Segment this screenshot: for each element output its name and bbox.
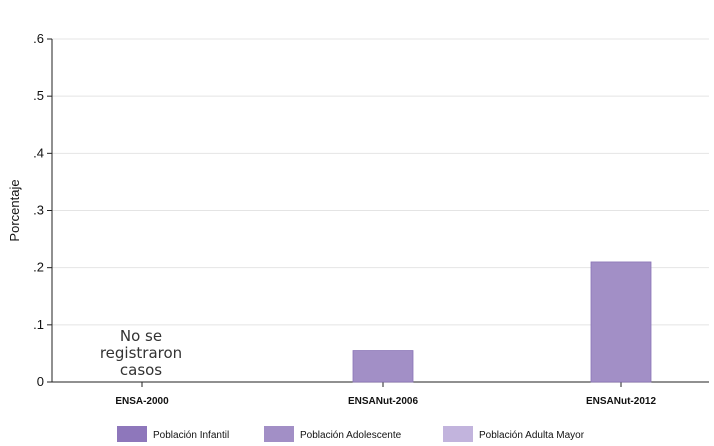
y-tick-label: .4 [33,145,44,160]
x-tick-label: ENSA-2000 [115,396,169,407]
legend-swatch [117,426,147,442]
legend-swatch [264,426,294,442]
y-axis-title: Porcentaje [7,179,22,241]
y-tick-label: .2 [33,260,44,275]
y-tick-label: 0 [37,374,44,389]
legend: Población Infantil Población Adolescente P… [117,426,585,442]
y-tick-label: .5 [33,88,44,103]
annotation-text: casos [120,361,162,379]
legend-label: Población Adolescente [300,430,402,441]
legend-swatch [443,426,473,442]
x-tick-label: ENSANut-2012 [586,396,656,407]
bars [352,261,652,383]
legend-label: Población Infantil [153,430,229,441]
y-tick-label: .3 [33,203,44,218]
annotation-text: No se [120,327,162,345]
annotation-text: registraron [100,344,182,362]
legend-label: Población Adulta Mayor [479,430,585,441]
y-tick-label: .1 [33,317,44,332]
labels: 0 .1 .2 .3 .4 .5 .6 Porcentaje ENSA-2000 ENSANut-… [7,31,656,407]
x-tick-label: ENSANut-2006 [348,396,418,407]
y-tick-label: .6 [33,31,44,46]
bar [590,261,652,383]
bar [352,350,414,383]
